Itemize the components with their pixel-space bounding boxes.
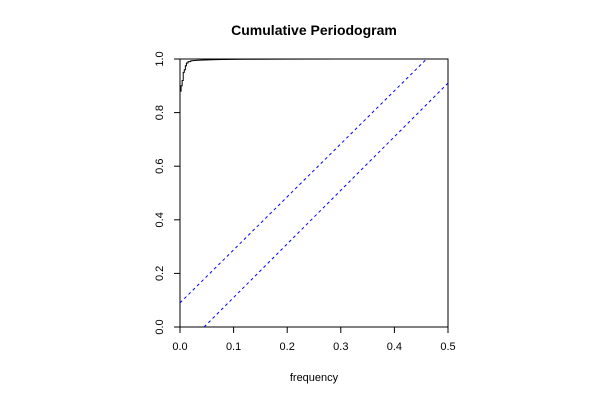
confidence-band-line-1 [179, 58, 427, 304]
y-tick-label: 0.0 [154, 319, 166, 334]
x-tick-label: 0.5 [440, 341, 455, 353]
y-tick-label: 0.2 [154, 266, 166, 281]
x-axis: 0.0 0.1 0.2 0.3 0.4 0.5 [172, 327, 456, 353]
confidence-band-line-2 [203, 82, 449, 328]
y-tick-label: 1.0 [154, 51, 166, 66]
chart-title: Cumulative Periodogram [231, 22, 397, 38]
series-layer [179, 58, 449, 328]
y-axis: 0.0 0.2 0.4 0.6 0.8 1.0 [154, 51, 180, 335]
x-tick-label: 0.4 [387, 341, 402, 353]
x-tick-label: 0.2 [280, 341, 295, 353]
plot-frame [179, 58, 449, 328]
y-tick-label: 0.6 [154, 159, 166, 174]
y-tick-label: 0.4 [154, 212, 166, 227]
x-tick-label: 0.0 [172, 341, 187, 353]
periodogram-line-0 [179, 58, 448, 327]
x-tick-label: 0.1 [226, 341, 241, 353]
x-axis-label: frequency [290, 372, 339, 384]
plot-area [179, 58, 449, 328]
y-tick-label: 0.8 [154, 105, 166, 120]
x-tick-label: 0.3 [333, 341, 348, 353]
